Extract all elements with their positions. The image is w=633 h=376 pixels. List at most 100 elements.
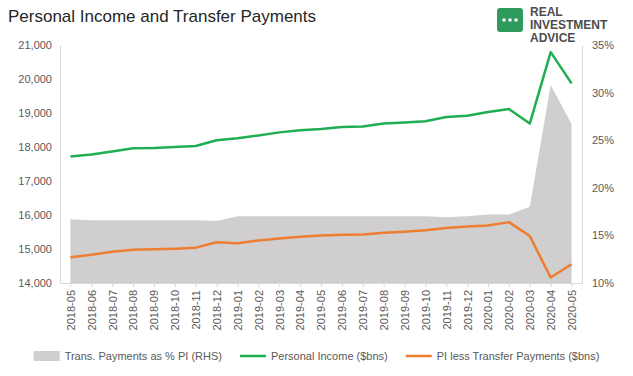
- legend: Trans. Payments as % PI (RHS)Personal In…: [34, 350, 600, 362]
- tick-label: 2020-01: [482, 290, 494, 330]
- tick-label: 30%: [592, 87, 614, 99]
- tick-mark: [467, 283, 468, 287]
- tick: 21,000: [18, 39, 60, 51]
- tick: 30%: [582, 87, 614, 99]
- legend-swatch: [240, 355, 266, 358]
- legend-swatch: [406, 355, 432, 358]
- tick-mark: [488, 283, 489, 287]
- tick-label: 20%: [592, 182, 614, 194]
- legend-swatch: [34, 351, 60, 361]
- axis-line: [582, 46, 583, 284]
- tick: 2019-05: [315, 283, 327, 330]
- tick: 10%: [582, 277, 614, 289]
- tick-label: 2018-07: [107, 290, 119, 330]
- tick-label: 2018-05: [65, 290, 77, 330]
- tick-mark: [279, 283, 280, 287]
- tick: 2019-09: [399, 283, 411, 330]
- tick: 2019-08: [378, 283, 390, 330]
- tick-label: 21,000: [18, 39, 52, 51]
- tick-mark: [572, 283, 573, 287]
- tick-label: 17,000: [18, 175, 52, 187]
- tick: 18,000: [18, 141, 60, 153]
- tick-label: 2019-05: [315, 290, 327, 330]
- axis: 10% 15% 20% 25% 30% 35%: [582, 39, 614, 289]
- axis-line: [60, 46, 61, 284]
- tick-label: 18,000: [18, 141, 52, 153]
- tick-mark: [551, 283, 552, 287]
- tick-label: 2018-11: [190, 290, 202, 330]
- tick-label: 2019-10: [420, 290, 432, 330]
- line-series: [70, 222, 571, 277]
- tick-mark: [237, 283, 238, 287]
- tick-label: 2020-03: [524, 290, 536, 330]
- area-series: [70, 85, 571, 283]
- legend-item: Personal Income ($bns): [240, 350, 388, 362]
- annotation: INVESTMENT: [530, 18, 608, 32]
- tick-label: 2018-12: [211, 290, 223, 330]
- tick: 15%: [582, 229, 614, 241]
- annotation: ADVICE: [530, 31, 575, 45]
- tick: 16,000: [18, 209, 60, 221]
- legend-item: PI less Transfer Payments ($bns): [406, 350, 600, 362]
- tick-label: 2018-10: [169, 290, 181, 330]
- tick-label: 2019-06: [336, 290, 348, 330]
- tick-mark: [530, 283, 531, 287]
- logo-dot: [514, 18, 518, 22]
- tick: 2019-03: [274, 283, 286, 330]
- title: Personal Income and Transfer Payments: [8, 7, 316, 26]
- tick-mark: [425, 283, 426, 287]
- tick: 2018-12: [211, 283, 223, 330]
- tick-mark: [70, 283, 71, 287]
- tick: 2020-01: [482, 283, 494, 330]
- tick-label: 2018-06: [86, 290, 98, 330]
- tick: 2019-04: [294, 283, 306, 330]
- tick-mark: [509, 283, 510, 287]
- axis: 14,00015,00016,00017,00018,00019,00020,0…: [18, 39, 60, 289]
- tick: 2020-03: [524, 283, 536, 330]
- tick-label: 15%: [592, 229, 614, 241]
- legend-label: PI less Transfer Payments ($bns): [437, 350, 600, 362]
- tick-mark: [154, 283, 155, 287]
- tick-label: 2020-04: [545, 290, 557, 330]
- tick: 15,000: [18, 243, 60, 255]
- tick-label: 35%: [592, 39, 614, 51]
- tick-mark: [175, 283, 176, 287]
- tick-label: 2019-12: [462, 290, 474, 330]
- tick-label: 16,000: [18, 209, 52, 221]
- tick: 2018-11: [190, 283, 202, 330]
- chart: Personal Income and Transfer PaymentsREA…: [0, 0, 633, 376]
- tick-label: 2019-08: [378, 290, 390, 330]
- tick-mark: [384, 283, 385, 287]
- tick: 2018-10: [169, 283, 181, 330]
- tick-label: 20,000: [18, 73, 52, 85]
- tick-label: 15,000: [18, 243, 52, 255]
- tick-mark: [342, 283, 343, 287]
- tick-label: 2019-02: [253, 290, 265, 330]
- tick-label: 2018-09: [148, 290, 160, 330]
- axis: 2018-052018-062018-072018-082018-092018-…: [61, 283, 583, 330]
- tick: 20%: [582, 182, 614, 194]
- tick-mark: [217, 283, 218, 287]
- tick: 2018-09: [148, 283, 160, 330]
- line-series: [70, 52, 571, 156]
- tick: 19,000: [18, 107, 60, 119]
- logo-dot: [508, 18, 512, 22]
- tick: 25%: [582, 134, 614, 146]
- tick: 2018-06: [86, 283, 98, 330]
- tick-mark: [258, 283, 259, 287]
- tick-label: 19,000: [18, 107, 52, 119]
- tick-mark: [300, 283, 301, 287]
- tick-mark: [91, 283, 92, 287]
- tick: 2019-02: [253, 283, 265, 330]
- tick-label: 2020-05: [566, 290, 578, 330]
- tick: 2019-06: [336, 283, 348, 330]
- tick-label: 2019-09: [399, 290, 411, 330]
- tick: 20,000: [18, 73, 60, 85]
- background: [0, 0, 633, 376]
- tick: 2019-11: [441, 283, 453, 330]
- tick: 2019-01: [232, 283, 244, 330]
- tick: 2019-12: [462, 283, 474, 330]
- tick-label: 2019-07: [357, 290, 369, 330]
- tick: 35%: [582, 39, 614, 51]
- tick-label: 25%: [592, 134, 614, 146]
